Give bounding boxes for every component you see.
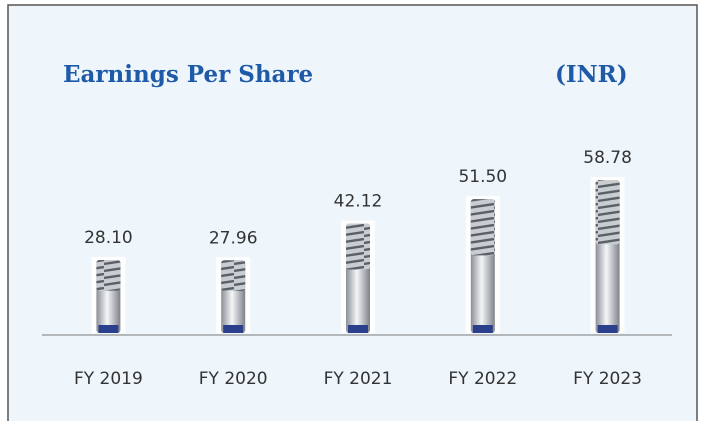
chart-title: Earnings Per Share [63,61,313,88]
bar-base [473,325,493,333]
x-tick-label: FY 2023 [573,369,642,389]
x-tick-label: FY 2022 [448,369,517,389]
value-label: 51.50 [458,167,507,187]
chart: Earnings Per Share (INR) FY 2019 28.10 FY … [0,0,705,421]
value-label: 28.10 [84,228,133,248]
bar-base [223,325,243,333]
x-tick-label: FY 2020 [199,369,268,389]
bar-base [348,325,368,333]
bar-coil [221,260,245,291]
value-label: 42.12 [334,191,383,211]
bar-base [598,325,618,333]
bar-coil [471,199,495,255]
bar-coil [596,180,620,244]
bar-coil [346,223,370,269]
value-label: 27.96 [209,228,258,248]
x-tick-label: FY 2021 [324,369,393,389]
chart-subtitle: (INR) [555,61,628,88]
bar-base [98,325,118,333]
value-label: 58.78 [583,148,632,168]
bar-coil [96,260,120,291]
x-tick-label: FY 2019 [74,369,143,389]
